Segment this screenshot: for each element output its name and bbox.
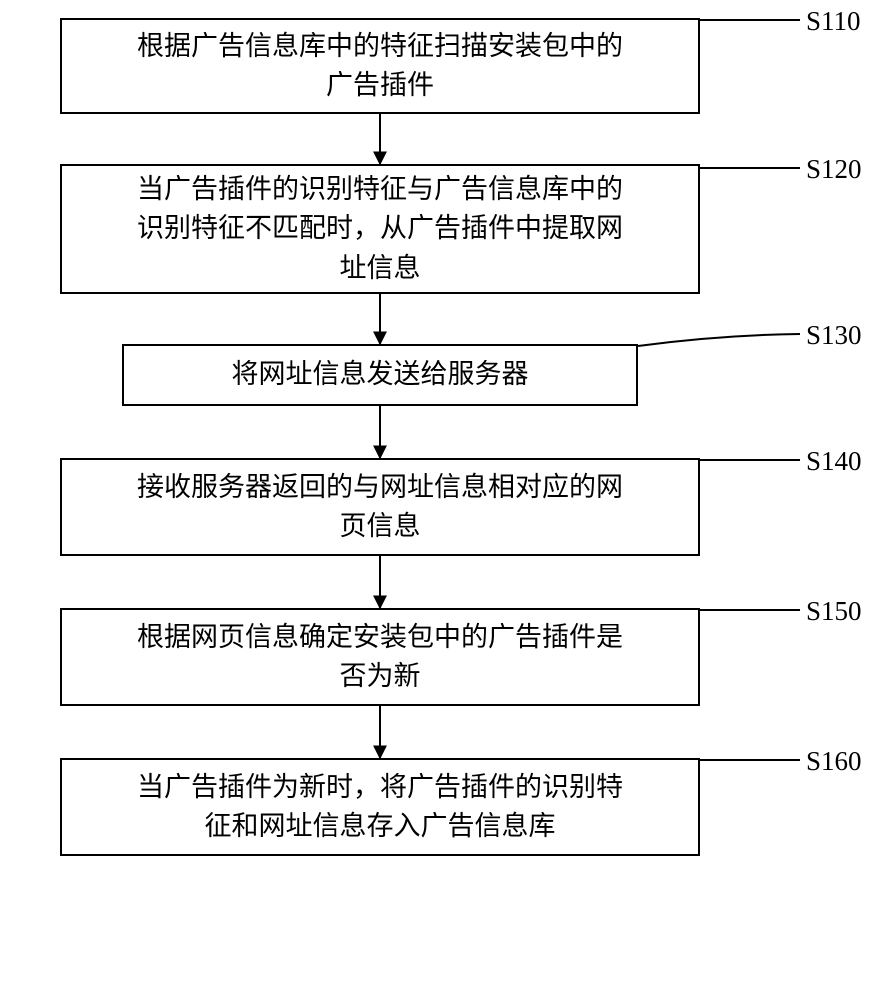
step-label-n110: S110: [806, 6, 861, 37]
flow-node-text: 接收服务器返回的与网址信息相对应的网 页信息: [137, 468, 623, 546]
flow-node-n120: 当广告插件的识别特征与广告信息库中的 识别特征不匹配时，从广告插件中提取网 址信…: [60, 164, 700, 294]
leader-n130: [638, 334, 800, 346]
step-label-n140: S140: [806, 446, 862, 477]
step-label-n160: S160: [806, 746, 862, 777]
flow-node-text: 当广告插件的识别特征与广告信息库中的 识别特征不匹配时，从广告插件中提取网 址信…: [137, 170, 623, 287]
flow-node-n150: 根据网页信息确定安装包中的广告插件是 否为新: [60, 608, 700, 706]
flow-node-n160: 当广告插件为新时，将广告插件的识别特 征和网址信息存入广告信息库: [60, 758, 700, 856]
step-label-n150: S150: [806, 596, 862, 627]
step-label-n120: S120: [806, 154, 862, 185]
flow-node-n140: 接收服务器返回的与网址信息相对应的网 页信息: [60, 458, 700, 556]
step-label-n130: S130: [806, 320, 862, 351]
flow-node-n130: 将网址信息发送给服务器: [122, 344, 638, 406]
flow-node-text: 根据广告信息库中的特征扫描安装包中的 广告插件: [137, 27, 623, 105]
flow-node-text: 根据网页信息确定安装包中的广告插件是 否为新: [137, 618, 623, 696]
flow-node-text: 当广告插件为新时，将广告插件的识别特 征和网址信息存入广告信息库: [137, 768, 623, 846]
flowchart-canvas: 根据广告信息库中的特征扫描安装包中的 广告插件当广告插件的识别特征与广告信息库中…: [0, 0, 896, 1000]
flow-node-n110: 根据广告信息库中的特征扫描安装包中的 广告插件: [60, 18, 700, 114]
flow-node-text: 将网址信息发送给服务器: [232, 355, 529, 394]
